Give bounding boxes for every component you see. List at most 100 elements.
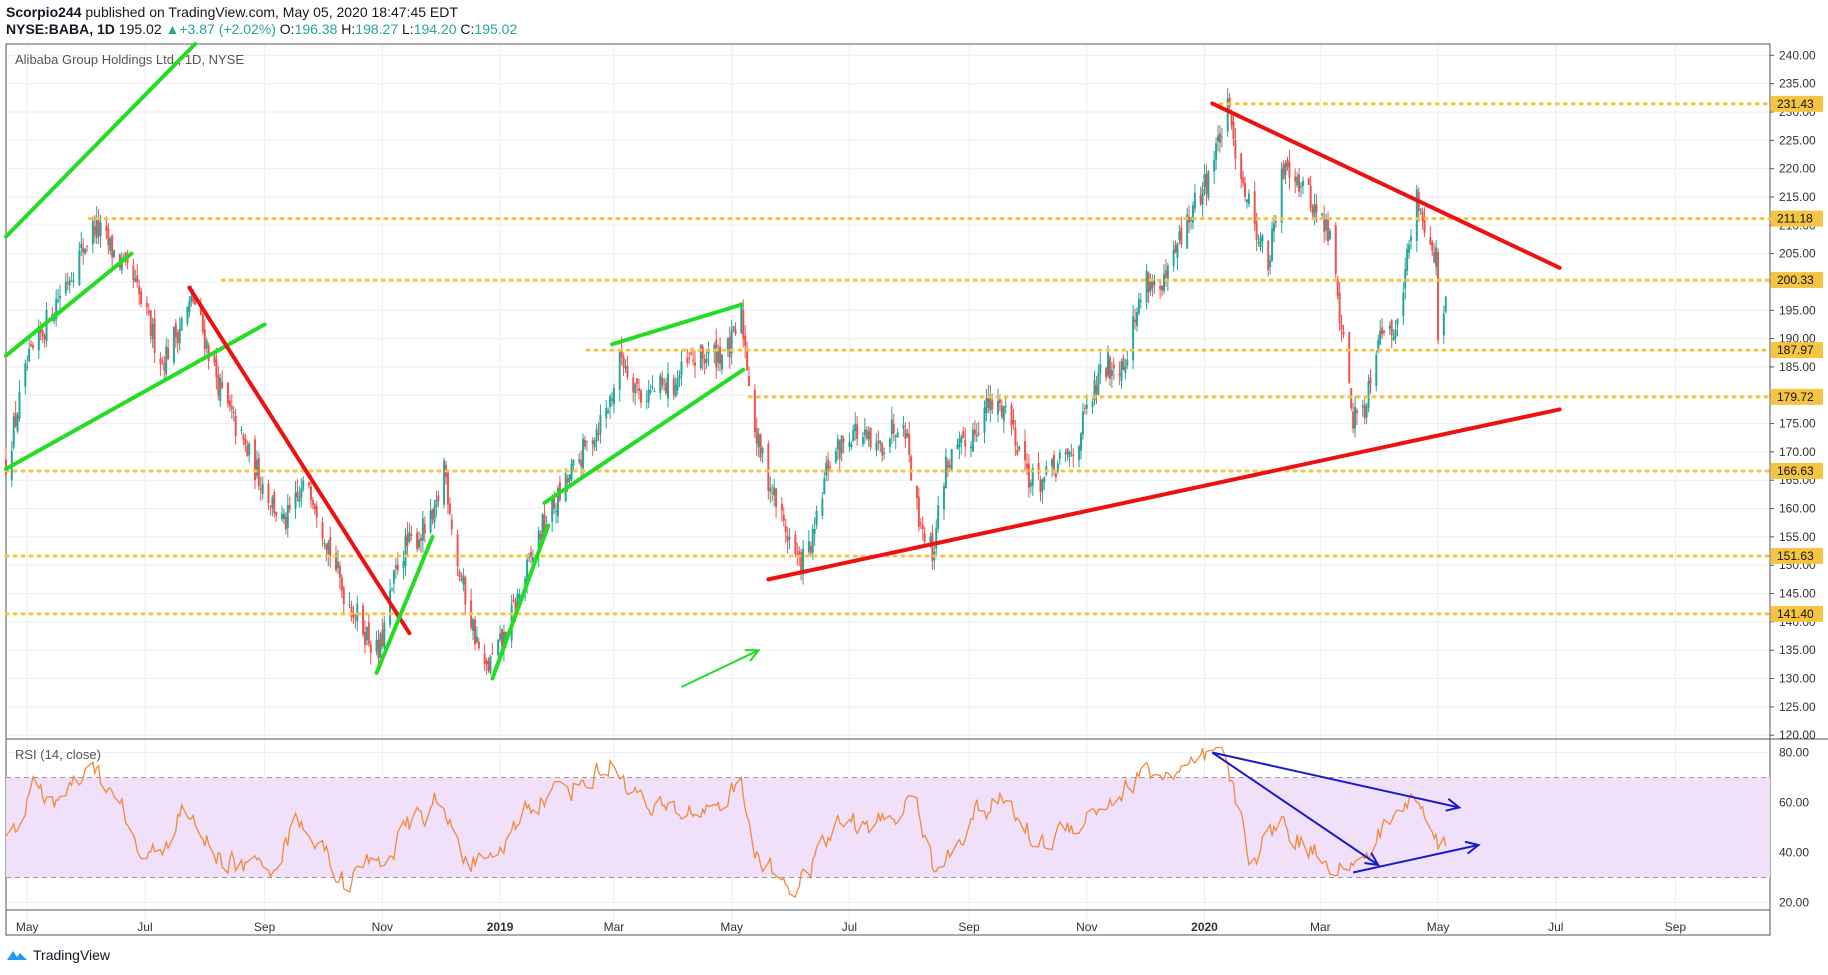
candle-body xyxy=(1274,221,1277,223)
candle-body xyxy=(516,593,519,609)
candle-body xyxy=(1230,110,1233,126)
candle-body xyxy=(1228,97,1231,108)
candle-body xyxy=(190,295,193,302)
red-trendline[interactable] xyxy=(187,285,412,636)
candle-body xyxy=(1093,379,1096,401)
candle-body xyxy=(217,374,220,396)
candle-body xyxy=(1348,332,1351,383)
green-trendline[interactable] xyxy=(374,534,435,675)
candle-body xyxy=(888,438,891,448)
candle-body xyxy=(863,429,866,436)
candle-body xyxy=(105,225,108,231)
footer-brand[interactable]: TradingView xyxy=(6,947,110,963)
candle-body xyxy=(1108,357,1111,379)
candle-body xyxy=(356,603,359,622)
candle-body xyxy=(800,552,803,574)
red-trendline[interactable] xyxy=(766,407,1562,582)
price-level-badge xyxy=(1771,272,1823,289)
candle-body xyxy=(701,346,704,359)
candle-body xyxy=(539,533,542,540)
candle-body xyxy=(1193,192,1196,209)
candle-body xyxy=(1247,193,1250,204)
candle-body xyxy=(531,556,534,563)
green-trendline[interactable] xyxy=(4,251,134,358)
candle-body xyxy=(267,483,270,504)
candle-body xyxy=(636,378,639,384)
rsi-arrow[interactable] xyxy=(1212,751,1462,812)
candle-body xyxy=(1435,247,1438,268)
candle-body xyxy=(1309,185,1312,208)
candle-body xyxy=(483,653,486,664)
candle-body xyxy=(728,336,731,358)
candle-body xyxy=(902,425,905,429)
price-level-label: 141.40 xyxy=(1777,607,1814,621)
candle-body xyxy=(827,459,830,470)
price-tick-label: 225.00 xyxy=(1779,133,1816,147)
candle-body xyxy=(842,438,845,443)
candle-body xyxy=(1002,406,1005,421)
candle-body xyxy=(172,327,175,363)
rsi-arrow[interactable] xyxy=(1352,840,1481,874)
candle-body xyxy=(234,415,237,437)
candle-body xyxy=(1352,411,1355,429)
author-name[interactable]: Scorpio244 xyxy=(6,4,82,20)
price-tick-label: 185.00 xyxy=(1779,360,1816,374)
last-price: 195.02 xyxy=(118,21,162,37)
candle-body xyxy=(282,513,285,520)
candle-body xyxy=(1024,441,1027,461)
rsi-line[interactable] xyxy=(5,746,1447,899)
candle-body xyxy=(1186,214,1189,249)
candle-body xyxy=(1328,230,1331,239)
candle-body xyxy=(1396,318,1399,325)
candle-body xyxy=(730,330,733,354)
candle-body xyxy=(591,439,594,445)
candle-body xyxy=(1388,325,1391,329)
price-level-badge xyxy=(1771,462,1823,479)
rsi-arrow[interactable] xyxy=(1211,751,1381,867)
candle-body xyxy=(352,613,355,618)
candle-body xyxy=(431,508,434,520)
candle-body xyxy=(315,506,318,518)
green-trendline[interactable] xyxy=(542,367,746,505)
candle-body xyxy=(1261,235,1264,242)
candle-body xyxy=(78,250,81,286)
candle-body xyxy=(362,606,365,635)
candle-body xyxy=(186,306,189,324)
time-tick-label: Jul xyxy=(1548,920,1563,934)
time-tick-label: May xyxy=(720,920,743,934)
candle-body xyxy=(497,639,500,656)
candle-body xyxy=(1315,204,1318,213)
candle-body xyxy=(41,330,44,337)
green-trendline[interactable] xyxy=(4,42,198,239)
green-trendline[interactable] xyxy=(610,302,744,347)
candle-body xyxy=(875,442,878,451)
candle-body xyxy=(257,458,260,487)
candle-body xyxy=(784,525,787,532)
price-level-badge xyxy=(1771,342,1823,359)
candle-body xyxy=(296,491,299,498)
rsi-arrow-shaft xyxy=(1211,751,1379,866)
candle-body xyxy=(1029,482,1032,487)
rsi-arrow-head xyxy=(1364,852,1381,867)
green-arrow[interactable] xyxy=(681,649,761,688)
candle-body xyxy=(997,401,1000,415)
candle-body xyxy=(1201,188,1204,205)
candle-body xyxy=(645,400,648,402)
candle-body xyxy=(1203,174,1206,188)
red-trendline[interactable] xyxy=(1210,101,1562,270)
candle-body xyxy=(1083,407,1086,409)
green-trendline[interactable] xyxy=(490,523,551,681)
time-tick-label: Sep xyxy=(254,920,276,934)
candle-body xyxy=(769,487,772,492)
candle-body xyxy=(1390,319,1393,336)
candle-body xyxy=(634,383,637,394)
candle-body xyxy=(369,643,372,653)
candle-body xyxy=(551,498,554,522)
candle-body xyxy=(973,429,976,435)
candle-body xyxy=(998,399,1001,404)
candle-body xyxy=(969,446,972,449)
green-trendline[interactable] xyxy=(4,322,267,471)
candle-body xyxy=(213,355,216,363)
candle-body xyxy=(43,335,46,340)
